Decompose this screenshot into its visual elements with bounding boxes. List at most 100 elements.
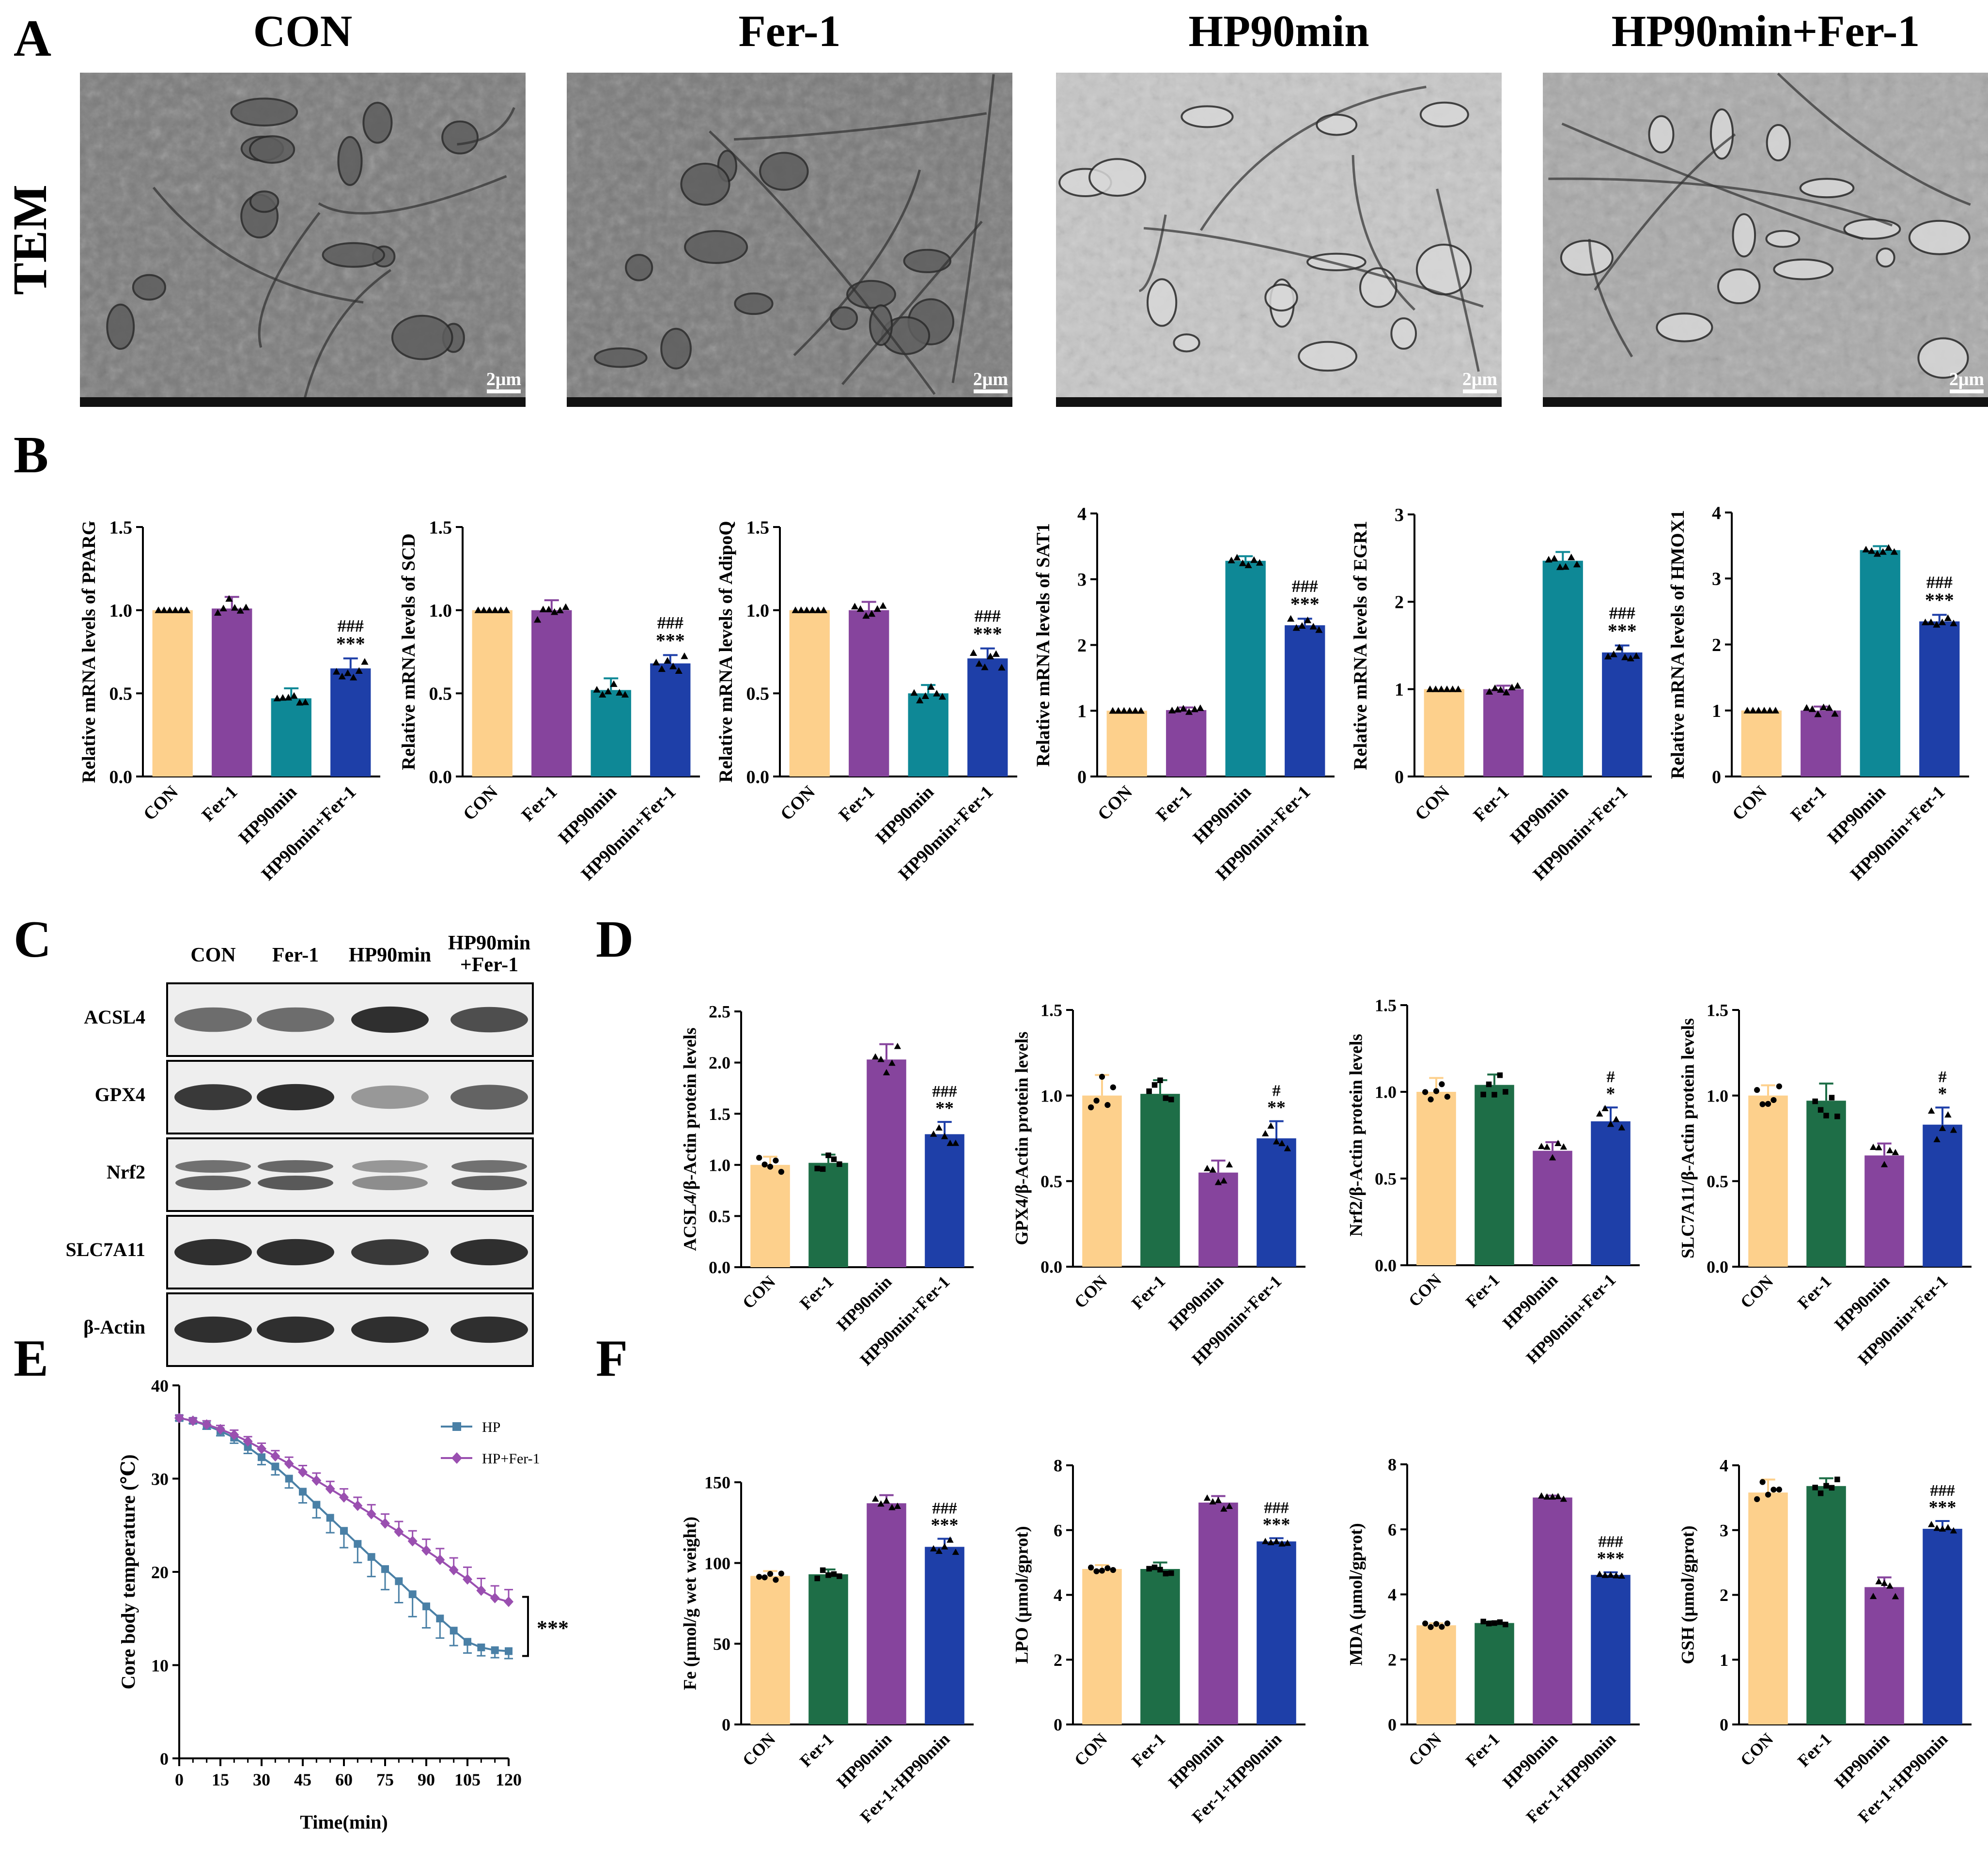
- scale-bar-label: 2μm: [973, 369, 1008, 389]
- data-point: [284, 1458, 294, 1469]
- data-point: [340, 1527, 348, 1535]
- data-point: [1284, 1145, 1291, 1151]
- category-label: HP90min: [1499, 1270, 1562, 1333]
- category-label: CON: [739, 1729, 779, 1770]
- blot-band: [351, 1239, 429, 1265]
- category-label: Fer-1: [1462, 1729, 1503, 1770]
- data-point: [1109, 707, 1117, 714]
- data-point: [1120, 707, 1128, 714]
- bar: [1198, 1502, 1238, 1724]
- sig-star: ***: [1608, 620, 1637, 641]
- organelle: [1264, 283, 1298, 312]
- y-tick-label: 2: [1712, 635, 1721, 655]
- data-point: [1088, 1564, 1094, 1571]
- bar: [1082, 1095, 1122, 1267]
- blot-band: [450, 1239, 528, 1266]
- data-point: [1151, 1082, 1158, 1088]
- category-label: CON: [739, 1272, 779, 1312]
- organelle: [1799, 178, 1855, 199]
- blot-row-label: β-Actin: [83, 1316, 145, 1338]
- tem-title: HP90min: [1188, 6, 1369, 56]
- x-tick-label: 45: [294, 1770, 311, 1789]
- data-point: [1610, 651, 1617, 657]
- scale-bar: [974, 389, 1008, 393]
- y-tick-label: 30: [151, 1470, 169, 1489]
- category-label: Fer-1: [1128, 1729, 1169, 1770]
- blot-band: [450, 1007, 528, 1033]
- category-label: CON: [1094, 782, 1136, 825]
- data-point: [1480, 1091, 1486, 1098]
- organelle: [1766, 124, 1791, 162]
- data-point: [1273, 1537, 1280, 1544]
- data-point: [1939, 1124, 1946, 1131]
- data-point: [258, 1453, 265, 1461]
- blot-band: [450, 1085, 528, 1110]
- panel-b: 0.0 0.5 1.0 1.5 Relative mRNA levels of PPAR…: [78, 503, 1969, 885]
- legend-label: HP: [482, 1419, 500, 1435]
- data-point: [476, 1585, 486, 1596]
- category-label: HP90min: [833, 1272, 896, 1335]
- y-tick-label: 1.0: [429, 601, 452, 621]
- y-tick-label: 2: [1388, 1650, 1397, 1669]
- category-label: Fer-1: [1462, 1270, 1503, 1311]
- organelle: [1709, 108, 1734, 160]
- data-point: [883, 1069, 890, 1075]
- category-label: Fer-1: [1152, 782, 1196, 825]
- data-point: [539, 605, 547, 613]
- data-point: [910, 689, 918, 696]
- data-point: [1137, 707, 1145, 714]
- data-point: [837, 1161, 842, 1167]
- y-tick-label: 1: [1720, 1650, 1728, 1670]
- data-point: [1632, 652, 1640, 659]
- organelle: [337, 136, 363, 186]
- series-line: [179, 1417, 509, 1603]
- data-point: [1880, 1580, 1888, 1586]
- data-point: [1618, 1124, 1626, 1131]
- data-point: [1163, 1095, 1169, 1101]
- category-label: HP90min: [1165, 1272, 1227, 1334]
- scale-bar-label: 2μm: [1949, 369, 1984, 389]
- data-point: [921, 692, 930, 699]
- data-point: [1829, 1485, 1835, 1491]
- data-point: [1486, 1620, 1492, 1627]
- data-point: [927, 683, 935, 690]
- data-point: [593, 686, 601, 693]
- data-point: [894, 1503, 901, 1509]
- data-point: [1203, 1164, 1211, 1171]
- organelle: [1088, 158, 1147, 197]
- data-point: [1093, 1568, 1100, 1574]
- y-axis-label: Relative mRNA levels of HMOX1: [1667, 510, 1688, 779]
- data-point: [1233, 554, 1241, 561]
- data-point: [1596, 1110, 1603, 1117]
- bar: [1416, 1625, 1456, 1724]
- data-point: [1110, 1567, 1116, 1573]
- y-axis-label: SLC7A11/β-Actin protein levels: [1677, 1018, 1697, 1258]
- data-point: [975, 660, 983, 667]
- y-axis-label: Nrf2/β-Actin protein levels: [1346, 1034, 1366, 1236]
- data-point: [407, 1536, 418, 1547]
- bar: [531, 610, 572, 776]
- blot-row: Nrf2: [107, 1137, 534, 1212]
- sig-star: *: [1938, 1084, 1947, 1104]
- data-point: [756, 1155, 762, 1161]
- data-point: [1560, 1495, 1568, 1502]
- data-point: [879, 602, 887, 609]
- data-point: [610, 680, 618, 687]
- data-point: [1549, 1493, 1556, 1500]
- data-point: [1514, 682, 1522, 689]
- y-tick-label: 8: [1388, 1455, 1397, 1475]
- blot-band: [257, 1316, 334, 1343]
- data-point: [952, 1139, 960, 1146]
- bar: [925, 1134, 964, 1267]
- sig-hash: ###: [657, 613, 683, 632]
- data-point: [1892, 1593, 1899, 1599]
- data-point: [1185, 708, 1193, 715]
- data-point: [1554, 1139, 1562, 1146]
- organelle: [1773, 258, 1834, 280]
- data-point: [1802, 704, 1811, 711]
- data-point: [831, 1156, 837, 1162]
- y-tick-label: 0: [1720, 1715, 1728, 1735]
- organelle: [1390, 317, 1417, 350]
- membrane: [1561, 123, 1864, 240]
- data-point: [1428, 1096, 1434, 1102]
